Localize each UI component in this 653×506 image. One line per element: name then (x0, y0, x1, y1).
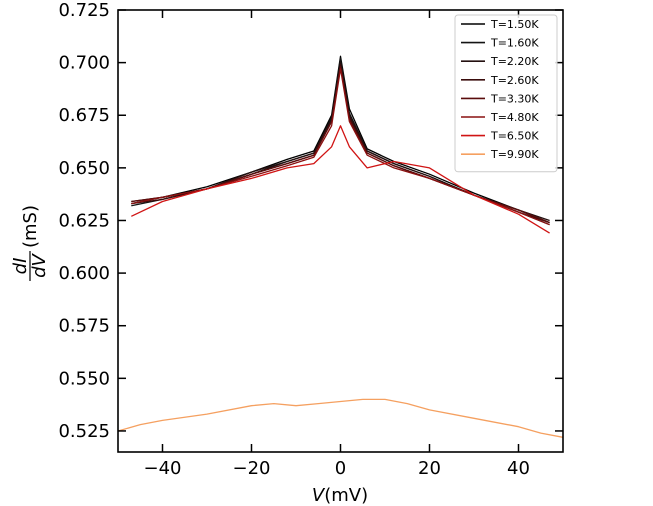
legend-entry: T=2.20K (490, 55, 539, 68)
x-tick-label: 20 (418, 458, 441, 479)
y-tick-label: 0.700 (58, 53, 110, 74)
x-tick-label: 40 (507, 458, 530, 479)
x-axis-label: V(mV) (312, 485, 368, 506)
series-line-6 (131, 125, 550, 234)
series-layer (117, 55, 564, 438)
legend-entry: T=9.90K (490, 148, 539, 161)
legend-entry: T=1.50K (490, 18, 539, 31)
x-tick-label: −20 (233, 458, 271, 479)
legend-entry: T=3.30K (490, 92, 539, 105)
y-tick-label: 0.675 (58, 105, 110, 126)
x-axis-variable: V (312, 485, 326, 506)
y-tick-label: 0.525 (58, 421, 110, 442)
x-tick-label: 0 (335, 458, 346, 479)
legend-frame (454, 14, 558, 173)
x-axis-unit: (mV) (324, 485, 368, 506)
legend-entry: T=2.60K (490, 74, 539, 87)
y-tick-label: 0.725 (58, 0, 110, 21)
legend: T=1.50K T=1.60K T=2.20K T=2.60K T=3.30K T=4.8… (454, 14, 558, 173)
y-axis-fraction-denominator: dV (29, 252, 50, 277)
legend-entry: T=1.60K (490, 37, 539, 50)
legend-entry: T=4.80K (490, 111, 539, 124)
y-tick-label: 0.600 (58, 263, 110, 284)
ticks-layer: −40 −20 0 20 40 0.525 0.550 0.575 0.600 0.625 0.65… (58, 0, 563, 479)
x-tick-label: −40 (144, 458, 182, 479)
axis-labels: V(mV) dI dV (mS) (10, 205, 368, 506)
y-axis-unit: (mS) (20, 205, 41, 248)
legend-entry: T=6.50K (490, 130, 539, 143)
y-tick-label: 0.575 (58, 316, 110, 337)
series-line-5 (131, 68, 550, 226)
y-tick-label: 0.650 (58, 158, 110, 179)
y-tick-label: 0.550 (58, 368, 110, 389)
y-tick-label: 0.625 (58, 210, 110, 231)
y-axis-fraction-numerator: dI (10, 258, 31, 275)
series-line-2 (131, 61, 550, 222)
series-line-7 (117, 398, 564, 438)
y-axis-label: dI dV (mS) (10, 205, 50, 281)
